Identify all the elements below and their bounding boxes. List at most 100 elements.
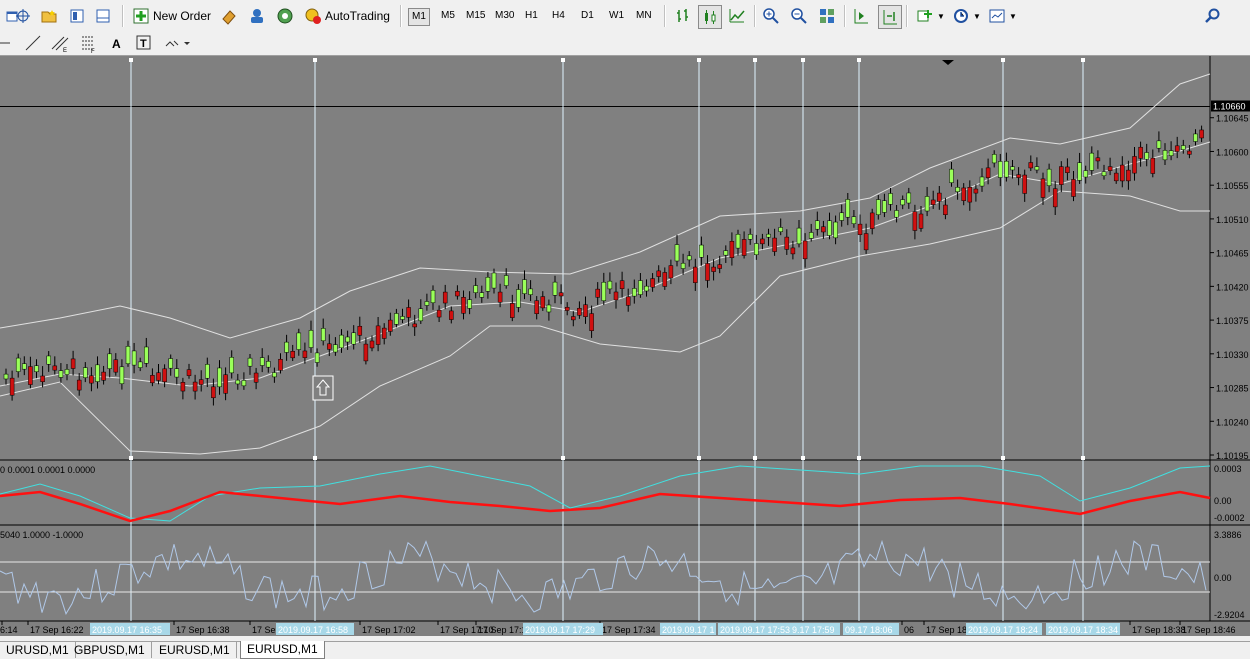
timeframe-d1[interactable]: D1 (581, 10, 594, 21)
vertical-line-time-marker (660, 623, 716, 635)
bull-candle (58, 370, 64, 378)
bear-candle (619, 280, 625, 289)
arrows-icon[interactable] (165, 40, 190, 47)
bear-candle (52, 365, 58, 371)
trendline-icon[interactable] (25, 35, 41, 51)
timeframe-h4[interactable]: H4 (552, 10, 565, 21)
bollinger-upper-band (0, 73, 1211, 339)
timeframe-h1[interactable]: H1 (525, 10, 538, 21)
bear-candle (375, 325, 381, 345)
bull-candle (284, 341, 289, 353)
crosshair-icon[interactable] (12, 5, 34, 27)
bull-candle (217, 367, 222, 388)
indicator2-level-label: -2.9204 (1214, 610, 1245, 620)
bollinger-middle-band (0, 141, 1211, 387)
bull-candle (991, 154, 997, 164)
bear-candle (302, 350, 308, 358)
timeframe-w1[interactable]: W1 (609, 10, 624, 21)
navigator-icon[interactable] (66, 5, 88, 27)
bull-candle (833, 221, 838, 239)
channel-icon[interactable]: E (51, 36, 69, 54)
bear-candle (863, 233, 869, 251)
favorites-icon[interactable] (38, 5, 60, 27)
bear-candle (589, 313, 594, 331)
bull-candle (119, 366, 125, 385)
timeframe-mn[interactable]: MN (636, 10, 652, 21)
new-order-icon (133, 8, 149, 24)
bear-candle (729, 240, 735, 259)
bear-candle (1126, 169, 1131, 182)
metaeditor-icon[interactable] (218, 5, 240, 27)
indicators-icon[interactable]: ▼ (914, 5, 947, 27)
zoom-out-icon[interactable] (788, 5, 810, 27)
line-chart-icon[interactable] (726, 5, 748, 27)
bear-candle (162, 368, 167, 383)
bull-candle (296, 332, 302, 350)
bull-candle (345, 336, 350, 343)
bollinger-lower-band (0, 190, 1210, 455)
bear-candle (662, 272, 668, 287)
zoom-in-icon[interactable] (760, 5, 782, 27)
bull-candle (766, 233, 771, 238)
tab-eurusd-m1-active[interactable]: EURUSD,M1 (240, 641, 325, 659)
bull-candle (552, 281, 558, 296)
bear-candle (497, 291, 503, 303)
bull-candle (607, 280, 613, 290)
bear-candle (1065, 166, 1070, 173)
bull-candle (418, 308, 424, 322)
vertical-line-handle (1081, 58, 1085, 62)
terminal-icon[interactable] (92, 5, 114, 27)
tab-eurusd-m1[interactable]: EURUSD,M1 (153, 642, 237, 658)
signals-icon[interactable] (274, 5, 296, 27)
text-label-icon[interactable]: T (136, 35, 151, 50)
bull-candle (1083, 170, 1088, 178)
bear-candle (540, 296, 546, 309)
community-icon[interactable] (246, 5, 268, 27)
tab-urusd-m1[interactable]: URUSD,M1 (0, 642, 76, 658)
indicator1-level-label: 0.00 (1214, 496, 1232, 506)
autoscroll-icon[interactable] (850, 5, 872, 27)
bull-candle (1004, 160, 1009, 178)
bull-candle (394, 313, 399, 325)
tab-gbpusd-m1[interactable]: GBPUSD,M1 (68, 642, 152, 658)
bear-candle (918, 213, 924, 229)
templates-icon[interactable]: ▼ (986, 5, 1019, 27)
price-label: 1.10510 (1216, 215, 1249, 225)
time-label: 17 Sep 18:46 (1182, 625, 1236, 635)
bear-candle (101, 371, 106, 381)
time-label: 17 Sep 18:38 (1132, 625, 1186, 635)
text-icon[interactable]: A (112, 37, 121, 51)
timeframe-m15[interactable]: M15 (466, 10, 486, 21)
candlestick-chart-icon[interactable] (698, 5, 722, 29)
fibonacci-icon[interactable]: F (82, 36, 95, 55)
tile-windows-icon[interactable] (816, 5, 838, 27)
bear-candle (253, 372, 259, 383)
indicator1-level-label: 0.0003 (1214, 464, 1242, 474)
autotrading-icon (305, 8, 321, 24)
bear-candle (1095, 157, 1101, 162)
bull-candle (1101, 171, 1107, 177)
search-icon[interactable] (1202, 5, 1224, 27)
timeframe-m30[interactable]: M30 (495, 10, 515, 21)
chart-window[interactable]: 1.10645 1.10600 1.10555 1.10510 1.10465 1.104… (0, 56, 1250, 636)
bull-candle (351, 332, 356, 345)
bull-candle (485, 277, 491, 292)
new-order-button[interactable]: New Order (130, 5, 213, 27)
bear-candle (1174, 145, 1180, 152)
bear-candle (741, 239, 747, 256)
timeframe-m5[interactable]: M5 (441, 10, 455, 21)
vertical-line-handle (753, 58, 757, 62)
time-label: 17 Sep 17:02 (362, 625, 416, 635)
svg-text:T: T (140, 38, 147, 50)
autotrading-button[interactable]: AutoTrading (302, 5, 392, 27)
bear-candle (461, 296, 466, 314)
periods-icon[interactable]: ▼ (950, 5, 983, 27)
bear-candle (278, 358, 283, 371)
chart-shift-icon[interactable] (878, 5, 902, 29)
bull-candle (174, 368, 180, 378)
bull-candle (22, 363, 27, 370)
bar-chart-icon[interactable] (672, 5, 694, 27)
timeframe-m1[interactable]: M1 (408, 8, 430, 26)
bull-candle (998, 161, 1003, 178)
indicator2-level-label: 0.00 (1214, 573, 1232, 583)
